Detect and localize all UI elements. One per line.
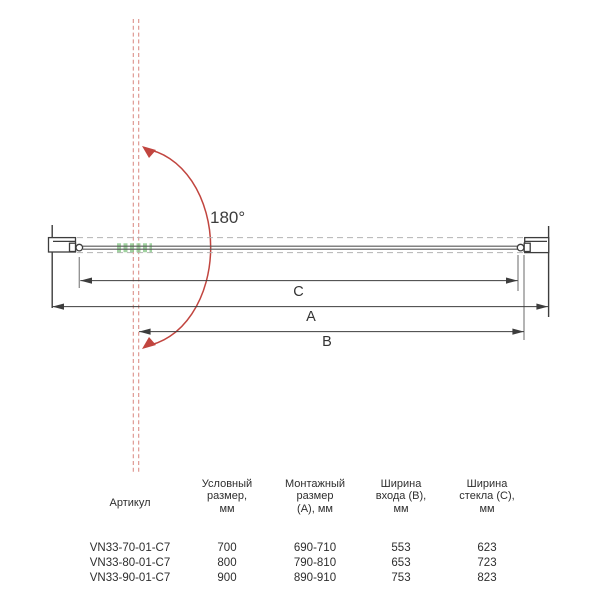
header-glass-width: Ширина стекла (С), мм — [459, 477, 515, 515]
spec-table-body: VN33-70-01-C7 700 690-710 553 623 VN33-8… — [60, 541, 600, 586]
dimension-b: B — [139, 328, 524, 350]
nominal-value: 700 — [217, 542, 237, 554]
left-hinge-icon — [75, 243, 84, 252]
nominal-value: 800 — [217, 557, 237, 569]
glass-value: 723 — [477, 557, 497, 569]
door-swing-diagram: 180° — [47, 19, 550, 474]
arc-arrow-top-icon — [142, 146, 156, 158]
swing-arc — [142, 146, 212, 349]
right-hinge-icon — [516, 243, 525, 252]
mounting-value: 890-910 — [293, 572, 337, 584]
left-wall-profile — [47, 225, 84, 308]
header-entrance-width: Ширина входа (В), мм — [375, 477, 427, 515]
dim-c-label: C — [293, 284, 303, 300]
entrance-value: 653 — [391, 557, 411, 569]
right-wall-profile — [516, 226, 550, 317]
header-mounting-size: Монтажный размер (А), мм — [285, 477, 345, 515]
article-value: VN33-80-01-C7 — [89, 557, 171, 569]
glass-value: 823 — [477, 572, 497, 584]
extension-lines — [78, 255, 525, 340]
article-value: VN33-70-01-C7 — [89, 542, 171, 554]
dimension-c: C — [80, 277, 518, 300]
dimension-a: A — [52, 303, 548, 325]
nominal-value: 900 — [217, 572, 237, 584]
article-value: VN33-90-01-C7 — [89, 572, 171, 584]
table-row: VN33-80-01-C7 800 790-810 653 723 — [60, 556, 600, 571]
dim-a-label: A — [306, 309, 316, 325]
mounting-value: 690-710 — [293, 542, 337, 554]
glass-panel — [83, 245, 518, 250]
header-nominal-size: Условный размер, мм — [201, 477, 253, 515]
table-row: VN33-70-01-C7 700 690-710 553 623 — [60, 541, 600, 556]
spec-table-header: Артикул Условный размер, мм Монтажный ра… — [60, 477, 600, 515]
guide-lines — [77, 237, 523, 254]
glass-value: 623 — [477, 542, 497, 554]
entrance-value: 753 — [391, 572, 411, 584]
table-row: VN33-90-01-C7 900 890-910 753 823 — [60, 571, 600, 586]
arc-arrow-bottom-icon — [142, 337, 156, 349]
dim-b-label: B — [322, 334, 332, 350]
mounting-value: 790-810 — [293, 557, 337, 569]
header-article: Артикул — [109, 496, 151, 509]
entrance-value: 553 — [391, 542, 411, 554]
angle-label: 180° — [210, 208, 245, 227]
